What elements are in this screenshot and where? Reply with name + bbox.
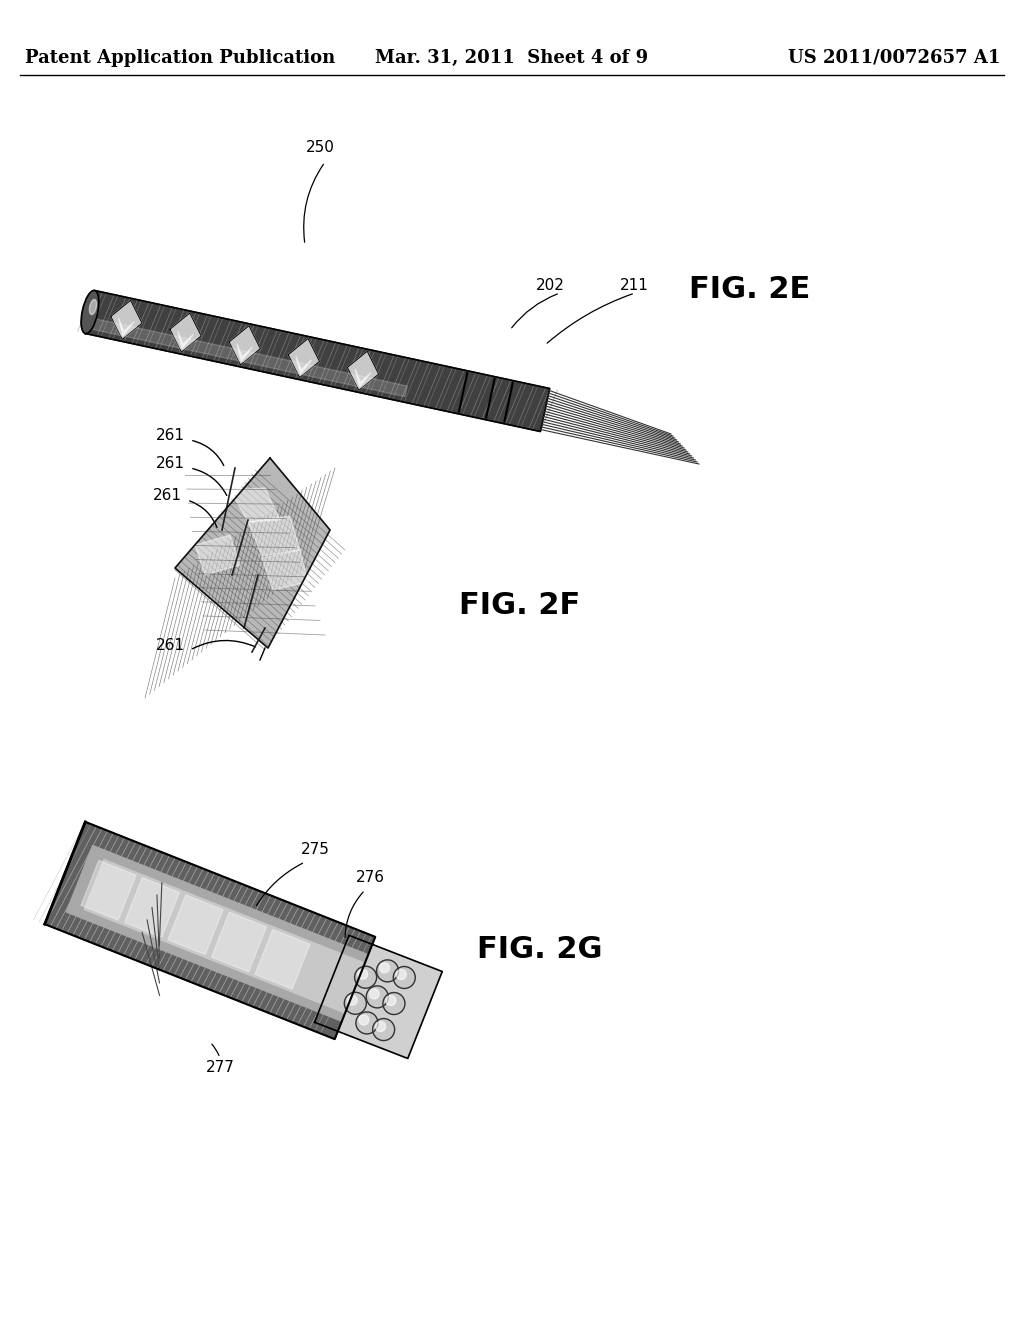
Text: US 2011/0072657 A1: US 2011/0072657 A1 <box>787 49 1000 67</box>
Polygon shape <box>229 326 260 364</box>
Polygon shape <box>45 822 375 1039</box>
Polygon shape <box>168 895 223 954</box>
Polygon shape <box>230 488 280 521</box>
Circle shape <box>347 995 357 1006</box>
Circle shape <box>344 993 367 1014</box>
Polygon shape <box>195 535 240 576</box>
Circle shape <box>386 995 396 1006</box>
Text: 261: 261 <box>156 455 185 470</box>
Text: Patent Application Publication: Patent Application Publication <box>25 49 335 67</box>
Circle shape <box>393 966 416 989</box>
Text: FIG. 2G: FIG. 2G <box>477 936 603 965</box>
Polygon shape <box>212 912 266 972</box>
Text: 202: 202 <box>537 277 565 293</box>
Circle shape <box>383 993 404 1015</box>
Circle shape <box>373 1019 394 1040</box>
Text: 276: 276 <box>355 870 384 886</box>
Text: 261: 261 <box>153 487 182 503</box>
Polygon shape <box>86 317 408 397</box>
Polygon shape <box>85 290 550 432</box>
Text: FIG. 2E: FIG. 2E <box>689 276 811 305</box>
Polygon shape <box>237 343 253 360</box>
Polygon shape <box>178 331 194 348</box>
Text: 275: 275 <box>301 842 330 858</box>
Text: Mar. 31, 2011  Sheet 4 of 9: Mar. 31, 2011 Sheet 4 of 9 <box>376 49 648 67</box>
Polygon shape <box>255 929 310 989</box>
Polygon shape <box>296 356 311 374</box>
Polygon shape <box>81 861 136 920</box>
Circle shape <box>357 969 368 979</box>
Polygon shape <box>175 458 330 648</box>
Polygon shape <box>248 516 300 556</box>
Circle shape <box>367 986 388 1008</box>
Polygon shape <box>84 859 365 1012</box>
Polygon shape <box>288 338 319 378</box>
Text: 261: 261 <box>156 428 185 442</box>
Text: 250: 250 <box>305 140 335 156</box>
Polygon shape <box>67 846 369 1022</box>
Polygon shape <box>314 936 442 1059</box>
Polygon shape <box>111 300 142 339</box>
Polygon shape <box>355 370 371 387</box>
Text: 277: 277 <box>206 1060 234 1076</box>
Text: 211: 211 <box>620 277 649 293</box>
Circle shape <box>380 962 389 973</box>
Polygon shape <box>125 878 179 937</box>
Ellipse shape <box>81 290 99 334</box>
Circle shape <box>370 989 379 999</box>
Polygon shape <box>119 318 134 335</box>
Circle shape <box>376 1022 386 1031</box>
Circle shape <box>396 969 407 979</box>
Circle shape <box>356 1012 378 1034</box>
Ellipse shape <box>89 300 96 314</box>
Circle shape <box>358 1015 369 1024</box>
Polygon shape <box>347 351 379 391</box>
Text: 261: 261 <box>156 638 185 652</box>
Circle shape <box>377 960 398 982</box>
Circle shape <box>354 966 377 989</box>
Polygon shape <box>262 550 308 590</box>
Polygon shape <box>170 313 201 352</box>
Text: FIG. 2F: FIG. 2F <box>460 590 581 619</box>
